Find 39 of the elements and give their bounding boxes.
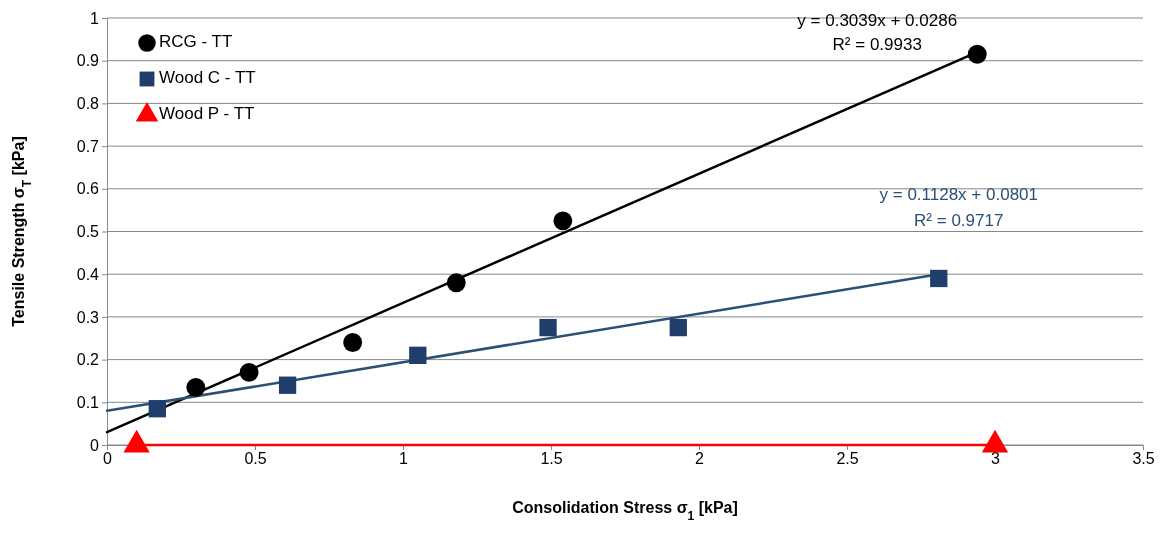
y-tick-label: 0.1 <box>76 393 100 411</box>
y-tick-label: 0.9 <box>76 52 100 70</box>
x-tick-label: 1.5 <box>540 450 563 468</box>
point <box>343 333 363 352</box>
legend-label: Wood P - TT <box>159 104 255 124</box>
x-tick-label: 2 <box>695 450 705 468</box>
x-tick-label: 3 <box>991 450 1001 468</box>
y-tick-label: 0.2 <box>76 351 100 369</box>
point <box>278 376 297 394</box>
legend-label: RCG - TT <box>159 32 233 52</box>
x-tick-label: 3.5 <box>1132 450 1155 468</box>
y-tick-label: 0.6 <box>76 180 100 198</box>
annotation: y = 0.3039x + 0.0286 <box>797 11 958 31</box>
annotation: y = 0.1128x + 0.0801 <box>879 185 1038 205</box>
point <box>539 318 557 337</box>
point <box>553 211 573 231</box>
point <box>669 318 687 337</box>
point <box>148 400 166 418</box>
annotation: R² = 0.9717 <box>914 211 1004 231</box>
point <box>967 44 987 64</box>
point <box>409 346 427 364</box>
annotation: R² = 0.9933 <box>832 35 922 55</box>
x-tick-label: 2.5 <box>836 450 859 468</box>
x-tick-label: 1 <box>399 450 409 468</box>
y-tick-label: 1 <box>90 9 100 27</box>
legend-label: Wood C - TT <box>159 68 256 88</box>
point <box>239 362 259 382</box>
point <box>186 377 206 397</box>
y-tick-label: 0.7 <box>76 137 100 155</box>
point <box>446 273 466 293</box>
point <box>930 269 948 288</box>
x-axis-title: Consolidation Stress σ$_{1}$ [kPa] <box>512 499 738 523</box>
y-tick-label: 0.4 <box>76 265 100 283</box>
x-tick-label: 0.5 <box>244 450 267 468</box>
y-tick-label: 0.3 <box>76 308 100 326</box>
y-tick-label: 0.8 <box>76 95 100 113</box>
x-tick-label: 0 <box>103 450 113 468</box>
y-tick-label: 0 <box>90 436 100 454</box>
y-tick-label: 0.5 <box>76 223 100 241</box>
